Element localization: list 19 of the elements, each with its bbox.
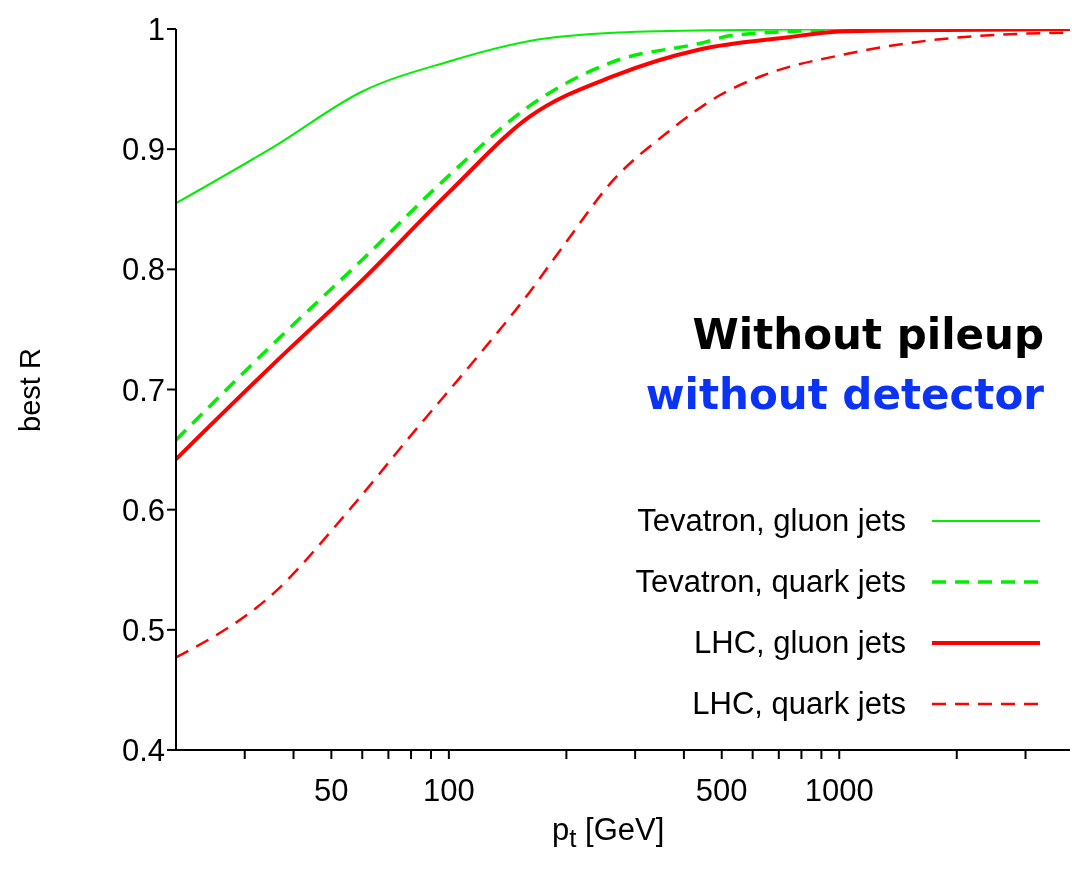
legend-label: Tevatron, quark jets (635, 563, 906, 600)
y-tick-label: 0.9 (121, 132, 165, 168)
legend-label: Tevatron, gluon jets (637, 502, 906, 539)
y-tick-label: 1 (147, 12, 165, 48)
x-tick-label: 1000 (804, 773, 874, 809)
x-axis-title: p$_{t}$ [GeV] (552, 812, 665, 854)
y-tick-label: 0.5 (121, 612, 165, 648)
y-tick-label: 0.4 (121, 733, 165, 769)
y-tick-label: 0.7 (121, 372, 165, 408)
y-tick-label: 0.8 (121, 252, 165, 288)
legend-label: LHC, gluon jets (694, 624, 906, 661)
annotation: Without pileup (691, 309, 1044, 361)
x-tick-label: 50 (314, 773, 349, 809)
legend-label: LHC, quark jets (692, 685, 906, 722)
x-tick-label: 100 (423, 773, 475, 809)
y-tick-label: 0.6 (121, 492, 165, 528)
annotation: without detector (645, 369, 1044, 421)
y-axis-title: best R (13, 348, 47, 432)
x-tick-label: 500 (695, 773, 748, 809)
